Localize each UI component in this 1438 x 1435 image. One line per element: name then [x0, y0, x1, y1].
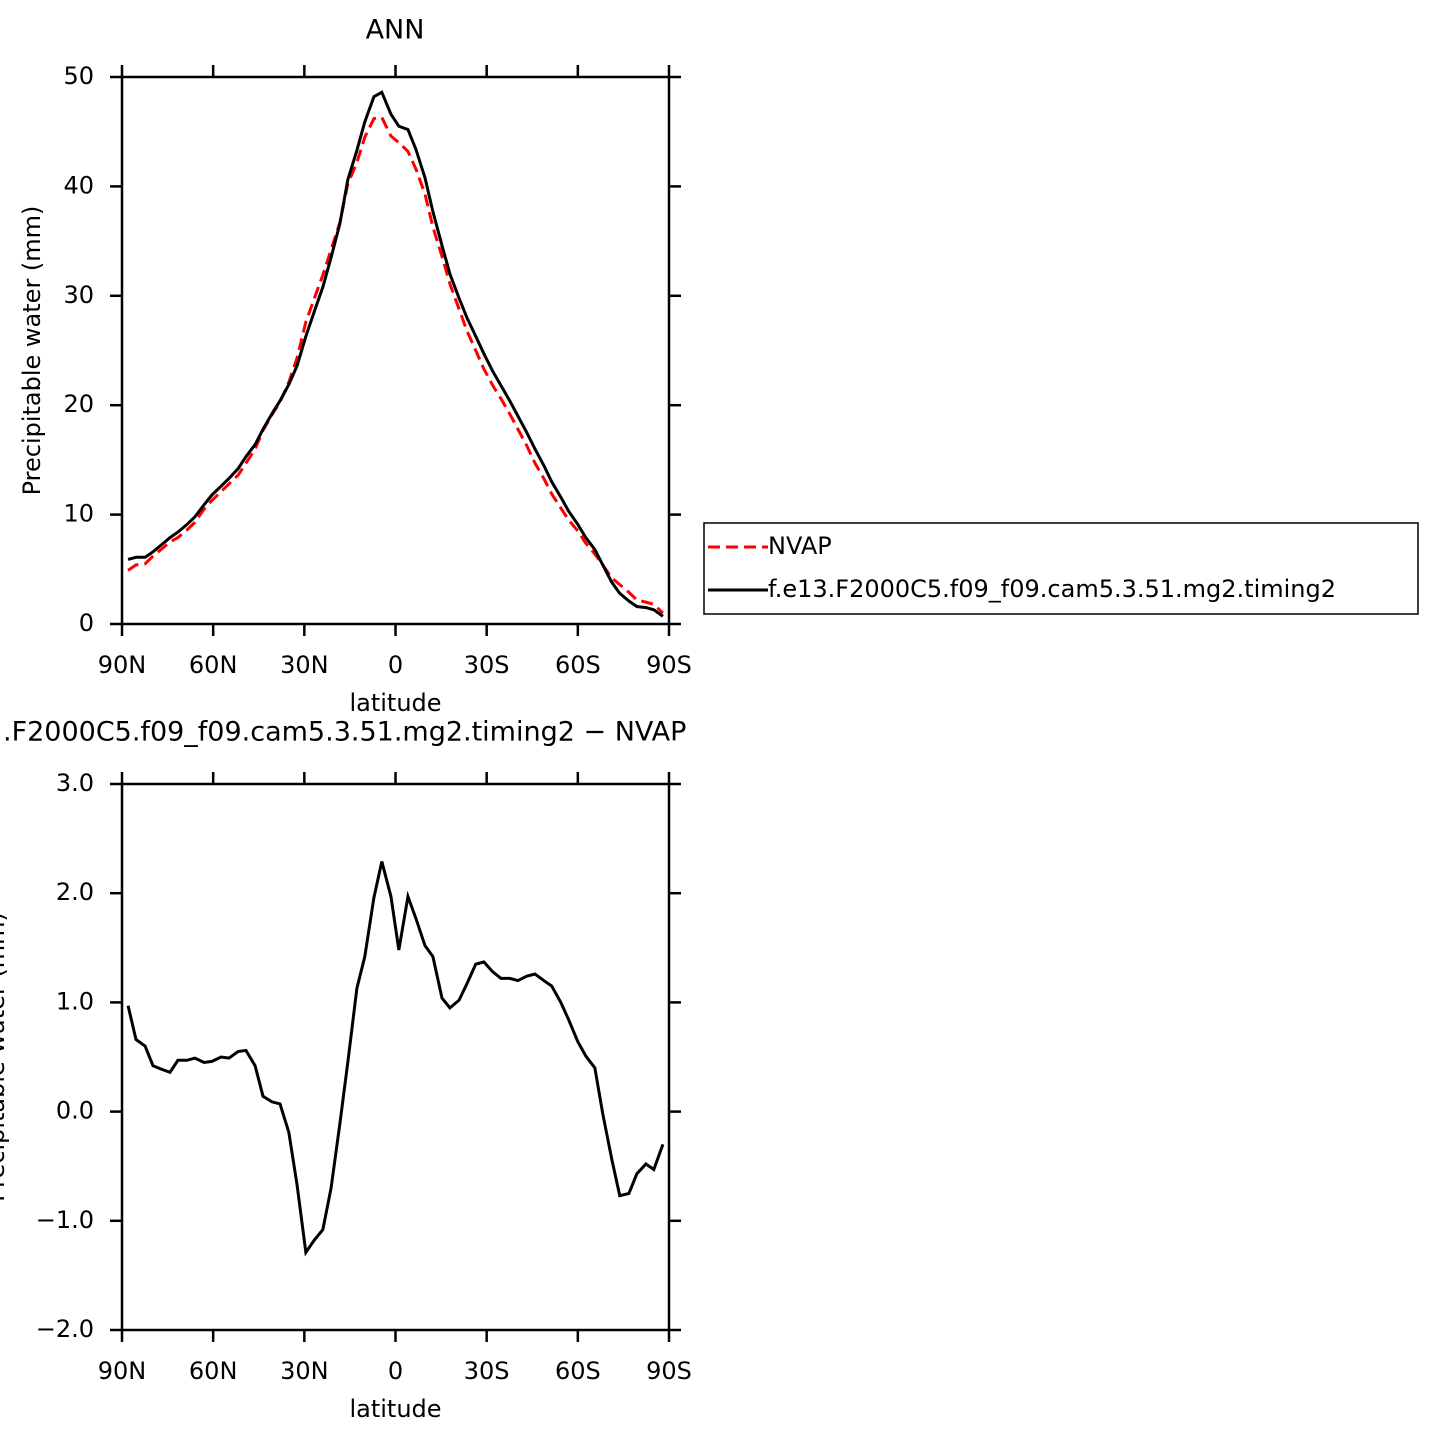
- y-tick-label: 3.0: [56, 769, 94, 797]
- plot-frame: [120, 75, 671, 626]
- x-tick-label: 30S: [464, 651, 510, 679]
- x-tick-label: 30S: [464, 1357, 510, 1385]
- x-tick-label: 90N: [98, 1357, 147, 1385]
- y-tick-label: 10: [63, 500, 94, 528]
- legend-label: f.e13.F2000C5.f09_f09.cam5.3.51.mg2.timi…: [768, 575, 1336, 603]
- x-tick-label: 90S: [646, 1357, 692, 1385]
- y-tick-label: 0.0: [56, 1097, 94, 1125]
- y-tick-label: 1.0: [56, 987, 94, 1015]
- y-tick-label: 40: [63, 171, 94, 199]
- data-line: [126, 861, 665, 1257]
- x-axis-label: latitude: [349, 689, 441, 717]
- y-tick-label: −2.0: [36, 1315, 94, 1343]
- y-tick-label: 20: [63, 390, 94, 418]
- y-tick-label: 30: [63, 281, 94, 309]
- legend-box: [703, 522, 1419, 615]
- y-tick-label: 0: [79, 609, 94, 637]
- y-tick-label: 50: [63, 62, 94, 90]
- data-line: [127, 115, 664, 615]
- x-tick-label: 60S: [555, 1357, 601, 1385]
- x-tick-label: 0: [388, 651, 403, 679]
- x-tick-label: 30N: [280, 1357, 329, 1385]
- y-axis-label: Precipitable water (mm): [18, 206, 46, 496]
- data-line: [127, 90, 664, 618]
- x-axis-label: latitude: [349, 1395, 441, 1423]
- x-tick-label: 60S: [555, 651, 601, 679]
- legend-label: NVAP: [768, 532, 832, 560]
- x-tick-label: 90S: [646, 651, 692, 679]
- x-tick-label: 60N: [189, 1357, 238, 1385]
- y-axis-label: Precipitable water (mm): [0, 912, 10, 1202]
- x-tick-label: 0: [388, 1357, 403, 1385]
- chart-title: .F2000C5.f09_f09.cam5.3.51.mg2.timing2 −…: [3, 717, 686, 748]
- x-tick-label: 60N: [189, 651, 238, 679]
- chart-title: ANN: [366, 15, 425, 46]
- y-tick-label: −1.0: [36, 1206, 94, 1234]
- y-tick-label: 2.0: [56, 878, 94, 906]
- plot-frame: [120, 782, 671, 1332]
- x-tick-label: 30N: [280, 651, 329, 679]
- x-tick-label: 90N: [98, 651, 147, 679]
